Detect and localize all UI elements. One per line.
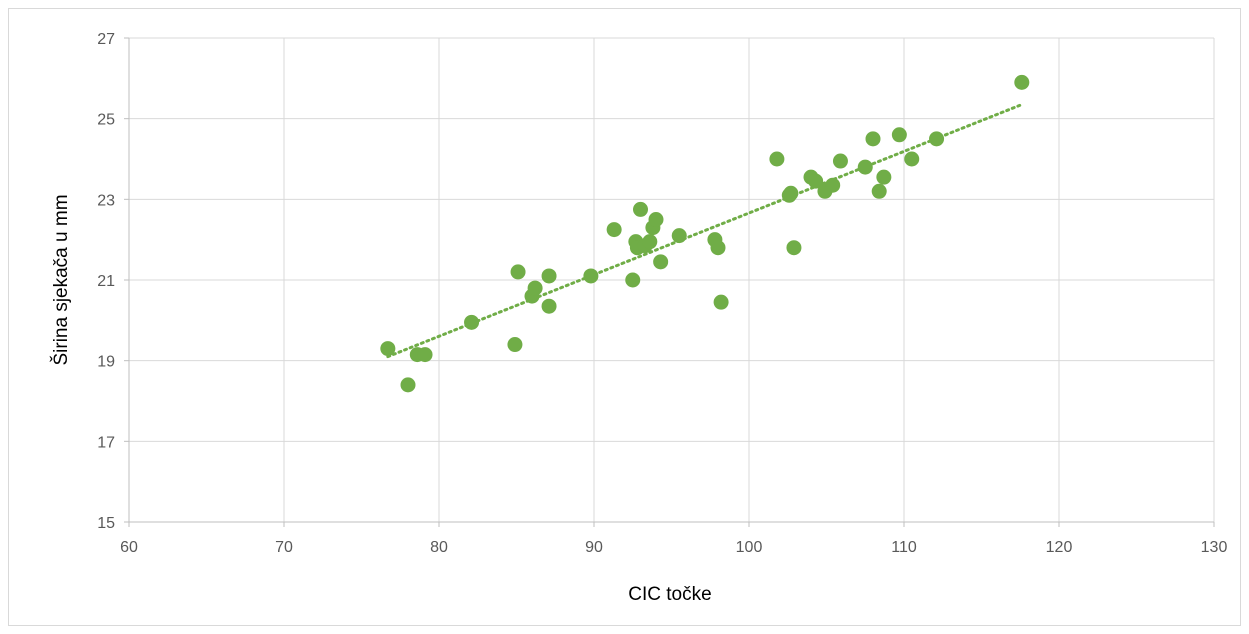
- data-point: [871, 183, 887, 199]
- x-tick-label: 70: [275, 539, 293, 556]
- y-tick-label: 21: [97, 273, 115, 290]
- data-point: [713, 294, 729, 310]
- x-tick-label: 120: [1046, 539, 1073, 556]
- data-point: [606, 222, 622, 238]
- data-point: [891, 127, 907, 143]
- data-point: [380, 341, 396, 357]
- data-point: [653, 254, 669, 270]
- y-tick-label: 25: [97, 112, 115, 129]
- y-axis-ticks: 15 17 19 21 23 25 27: [97, 31, 115, 532]
- x-tick-label: 130: [1201, 539, 1228, 556]
- y-tick-label: 27: [97, 31, 115, 48]
- y-tick-label: 23: [97, 192, 115, 209]
- gridlines: [129, 37, 1215, 522]
- x-tick-label: 90: [585, 539, 603, 556]
- data-point: [671, 228, 687, 244]
- data-points: [380, 74, 1030, 393]
- data-point: [464, 314, 480, 330]
- y-tick-label: 19: [97, 354, 115, 371]
- x-tick-label: 60: [120, 539, 138, 556]
- trendline-group: [386, 103, 1024, 359]
- chart-area: [8, 8, 1241, 626]
- x-axis-ticks: 60 70 80 90 100 110 120 130: [120, 539, 1227, 556]
- data-point: [769, 151, 785, 167]
- data-point: [876, 169, 892, 185]
- data-point: [865, 131, 881, 147]
- data-point: [507, 337, 523, 353]
- data-point: [510, 264, 526, 280]
- x-tick-label: 80: [430, 539, 448, 556]
- y-tick-label: 15: [97, 515, 115, 532]
- axes: [124, 37, 1215, 527]
- data-point: [400, 377, 416, 393]
- x-tick-label: 100: [736, 539, 763, 556]
- data-point: [904, 151, 920, 167]
- data-point: [527, 280, 543, 296]
- data-point: [857, 159, 873, 175]
- x-axis-title: CIC točke: [628, 584, 711, 605]
- data-point: [783, 185, 799, 201]
- data-point: [786, 240, 802, 256]
- y-axis-title: Širina sjekača u mm: [50, 194, 72, 365]
- trendline: [386, 103, 1024, 359]
- data-point: [1014, 74, 1030, 90]
- x-tick-label: 110: [891, 539, 917, 556]
- data-point: [808, 173, 824, 189]
- data-point: [710, 240, 726, 256]
- data-point: [648, 212, 664, 227]
- data-point: [541, 268, 557, 284]
- data-point: [929, 131, 945, 147]
- y-tick-label: 17: [97, 434, 115, 451]
- data-point: [625, 272, 641, 288]
- data-point: [541, 298, 557, 314]
- data-point: [583, 268, 599, 284]
- data-point: [633, 201, 648, 217]
- data-point: [832, 153, 848, 169]
- data-point: [825, 177, 841, 193]
- data-point: [417, 347, 433, 363]
- data-point: [642, 234, 658, 250]
